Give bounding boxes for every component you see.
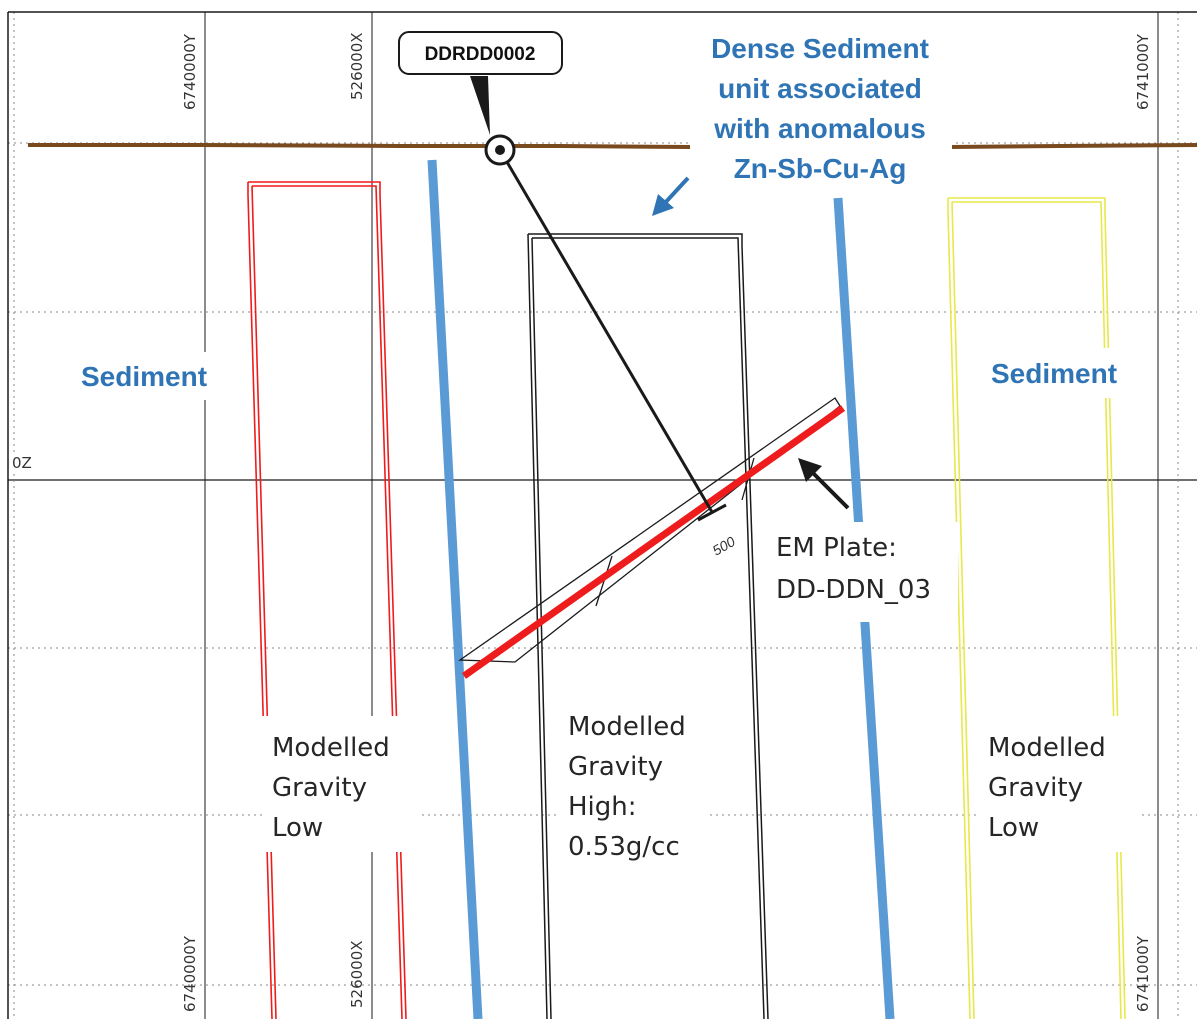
gravity-low-right-line-3: Low — [988, 813, 1039, 843]
gravity-low-right-line-2: Gravity — [988, 773, 1083, 803]
drillhole-callout: DDRDD0002 — [398, 31, 563, 135]
depth-marker-500: 500 — [710, 533, 738, 559]
gravity-high-top-inner — [532, 237, 765, 1020]
sediment-left-annotation: Sediment — [70, 352, 220, 400]
surface-line-right — [949, 143, 1197, 149]
sediment-right-label: Sediment — [991, 358, 1117, 389]
gravity-low-left-line-1: Modelled — [272, 733, 390, 763]
grid-label-top-right-y: 6741000Y — [1134, 33, 1152, 110]
grid — [7, 11, 1197, 1019]
gravity-low-left-top — [248, 181, 407, 1020]
grid-label-top-left-y: 6740000Y — [181, 33, 199, 110]
gravity-low-right-annotation: Modelled Gravity Low — [978, 716, 1138, 852]
gravity-high-top — [528, 233, 769, 1020]
gravity-low-left-line-2: Gravity — [272, 773, 367, 803]
blue-contact-left — [427, 159, 483, 1020]
z-label-bg — [10, 452, 36, 472]
gravity-low-left-body — [247, 181, 407, 1020]
gravity-high-annotation: Modelled Gravity High: 0.53g/cc — [558, 698, 708, 872]
em-plate-arrow-shaft — [810, 470, 850, 510]
gravity-low-right-line-1: Modelled — [988, 733, 1106, 763]
drillhole-name: DDRDD0002 — [425, 44, 536, 65]
dense-sediment-annotation: Dense Sediment unit associated with anom… — [652, 30, 952, 216]
em-plate-label-bg — [766, 522, 958, 622]
drillhole-trace: 500 — [484, 134, 738, 559]
em-plate-annotation: EM Plate: DD-DDN_03 — [766, 458, 958, 622]
sediment-right-bg — [975, 348, 1155, 398]
gravity-low-right-outline-b — [951, 201, 975, 1020]
sediment-left-label: Sediment — [81, 361, 207, 392]
surface-line-left — [28, 143, 691, 149]
em-plate-label-line-1: EM Plate: — [776, 533, 897, 563]
grid-label-bottom-right-y: 6741000Y — [1134, 935, 1152, 1012]
topographic-surface — [28, 143, 1197, 149]
em-plate — [458, 397, 846, 679]
gravity-low-left-line-3: Low — [272, 813, 323, 843]
dense-sediment-line-2: unit associated — [718, 73, 922, 104]
gravity-low-right-body — [947, 197, 1126, 1020]
dense-sediment-bg — [690, 30, 952, 192]
grid-label-top-x: 526000X — [348, 32, 366, 100]
drillhole-line — [498, 149, 714, 513]
callout-box — [398, 31, 563, 75]
em-plate-red-line — [461, 405, 846, 679]
gravity-high-line-3: High: — [568, 792, 637, 822]
gravity-low-right-outline-a — [947, 198, 971, 1020]
dense-sediment-arrow-shaft — [662, 176, 690, 206]
sediment-left-bg — [70, 352, 220, 400]
gravity-low-left-outline-a — [247, 182, 273, 1020]
drillhole-end-tick — [697, 503, 727, 522]
gravity-high-bg — [558, 698, 708, 872]
gravity-low-left-bg — [262, 716, 422, 852]
gravity-low-left-outline-b — [251, 185, 277, 1020]
gravity-high-body — [527, 233, 769, 1020]
grid-label-bottom-x: 526000X — [348, 940, 366, 1008]
callout-pointer — [470, 76, 490, 135]
dense-sediment-arrowhead — [652, 194, 674, 216]
dense-sediment-line-4: Zn-Sb-Cu-Ag — [734, 153, 907, 184]
gravity-high-line-4: 0.53g/cc — [568, 832, 680, 862]
collar-marker-inner — [495, 145, 505, 155]
em-plate-label-line-2: DD-DDN_03 — [776, 575, 931, 605]
dense-sediment-line-1: Dense Sediment — [711, 33, 929, 64]
gravity-low-left-top-inner — [252, 185, 403, 1020]
grid-coordinate-labels: 6740000Y 526000X 6741000Y 6740000Y 52600… — [10, 32, 1152, 1012]
gravity-low-right-top-inner — [952, 201, 1122, 1020]
gravity-low-left-annotation: Modelled Gravity Low — [262, 716, 422, 852]
gravity-low-right-top — [948, 197, 1126, 1020]
dense-sediment-line-3: with anomalous — [713, 113, 926, 144]
em-plate-arrowhead — [798, 458, 822, 482]
gravity-low-right-bg — [978, 716, 1138, 852]
gravity-high-line-1: Modelled — [568, 712, 686, 742]
grid-label-bottom-left-y: 6740000Y — [181, 935, 199, 1012]
gravity-high-line-2: Gravity — [568, 752, 663, 782]
gravity-high-outline-left-b — [531, 237, 552, 1020]
grid-label-z: 0Z — [12, 454, 32, 472]
dotted-gridlines — [8, 12, 1197, 1019]
sediment-right-annotation: Sediment — [975, 348, 1155, 398]
